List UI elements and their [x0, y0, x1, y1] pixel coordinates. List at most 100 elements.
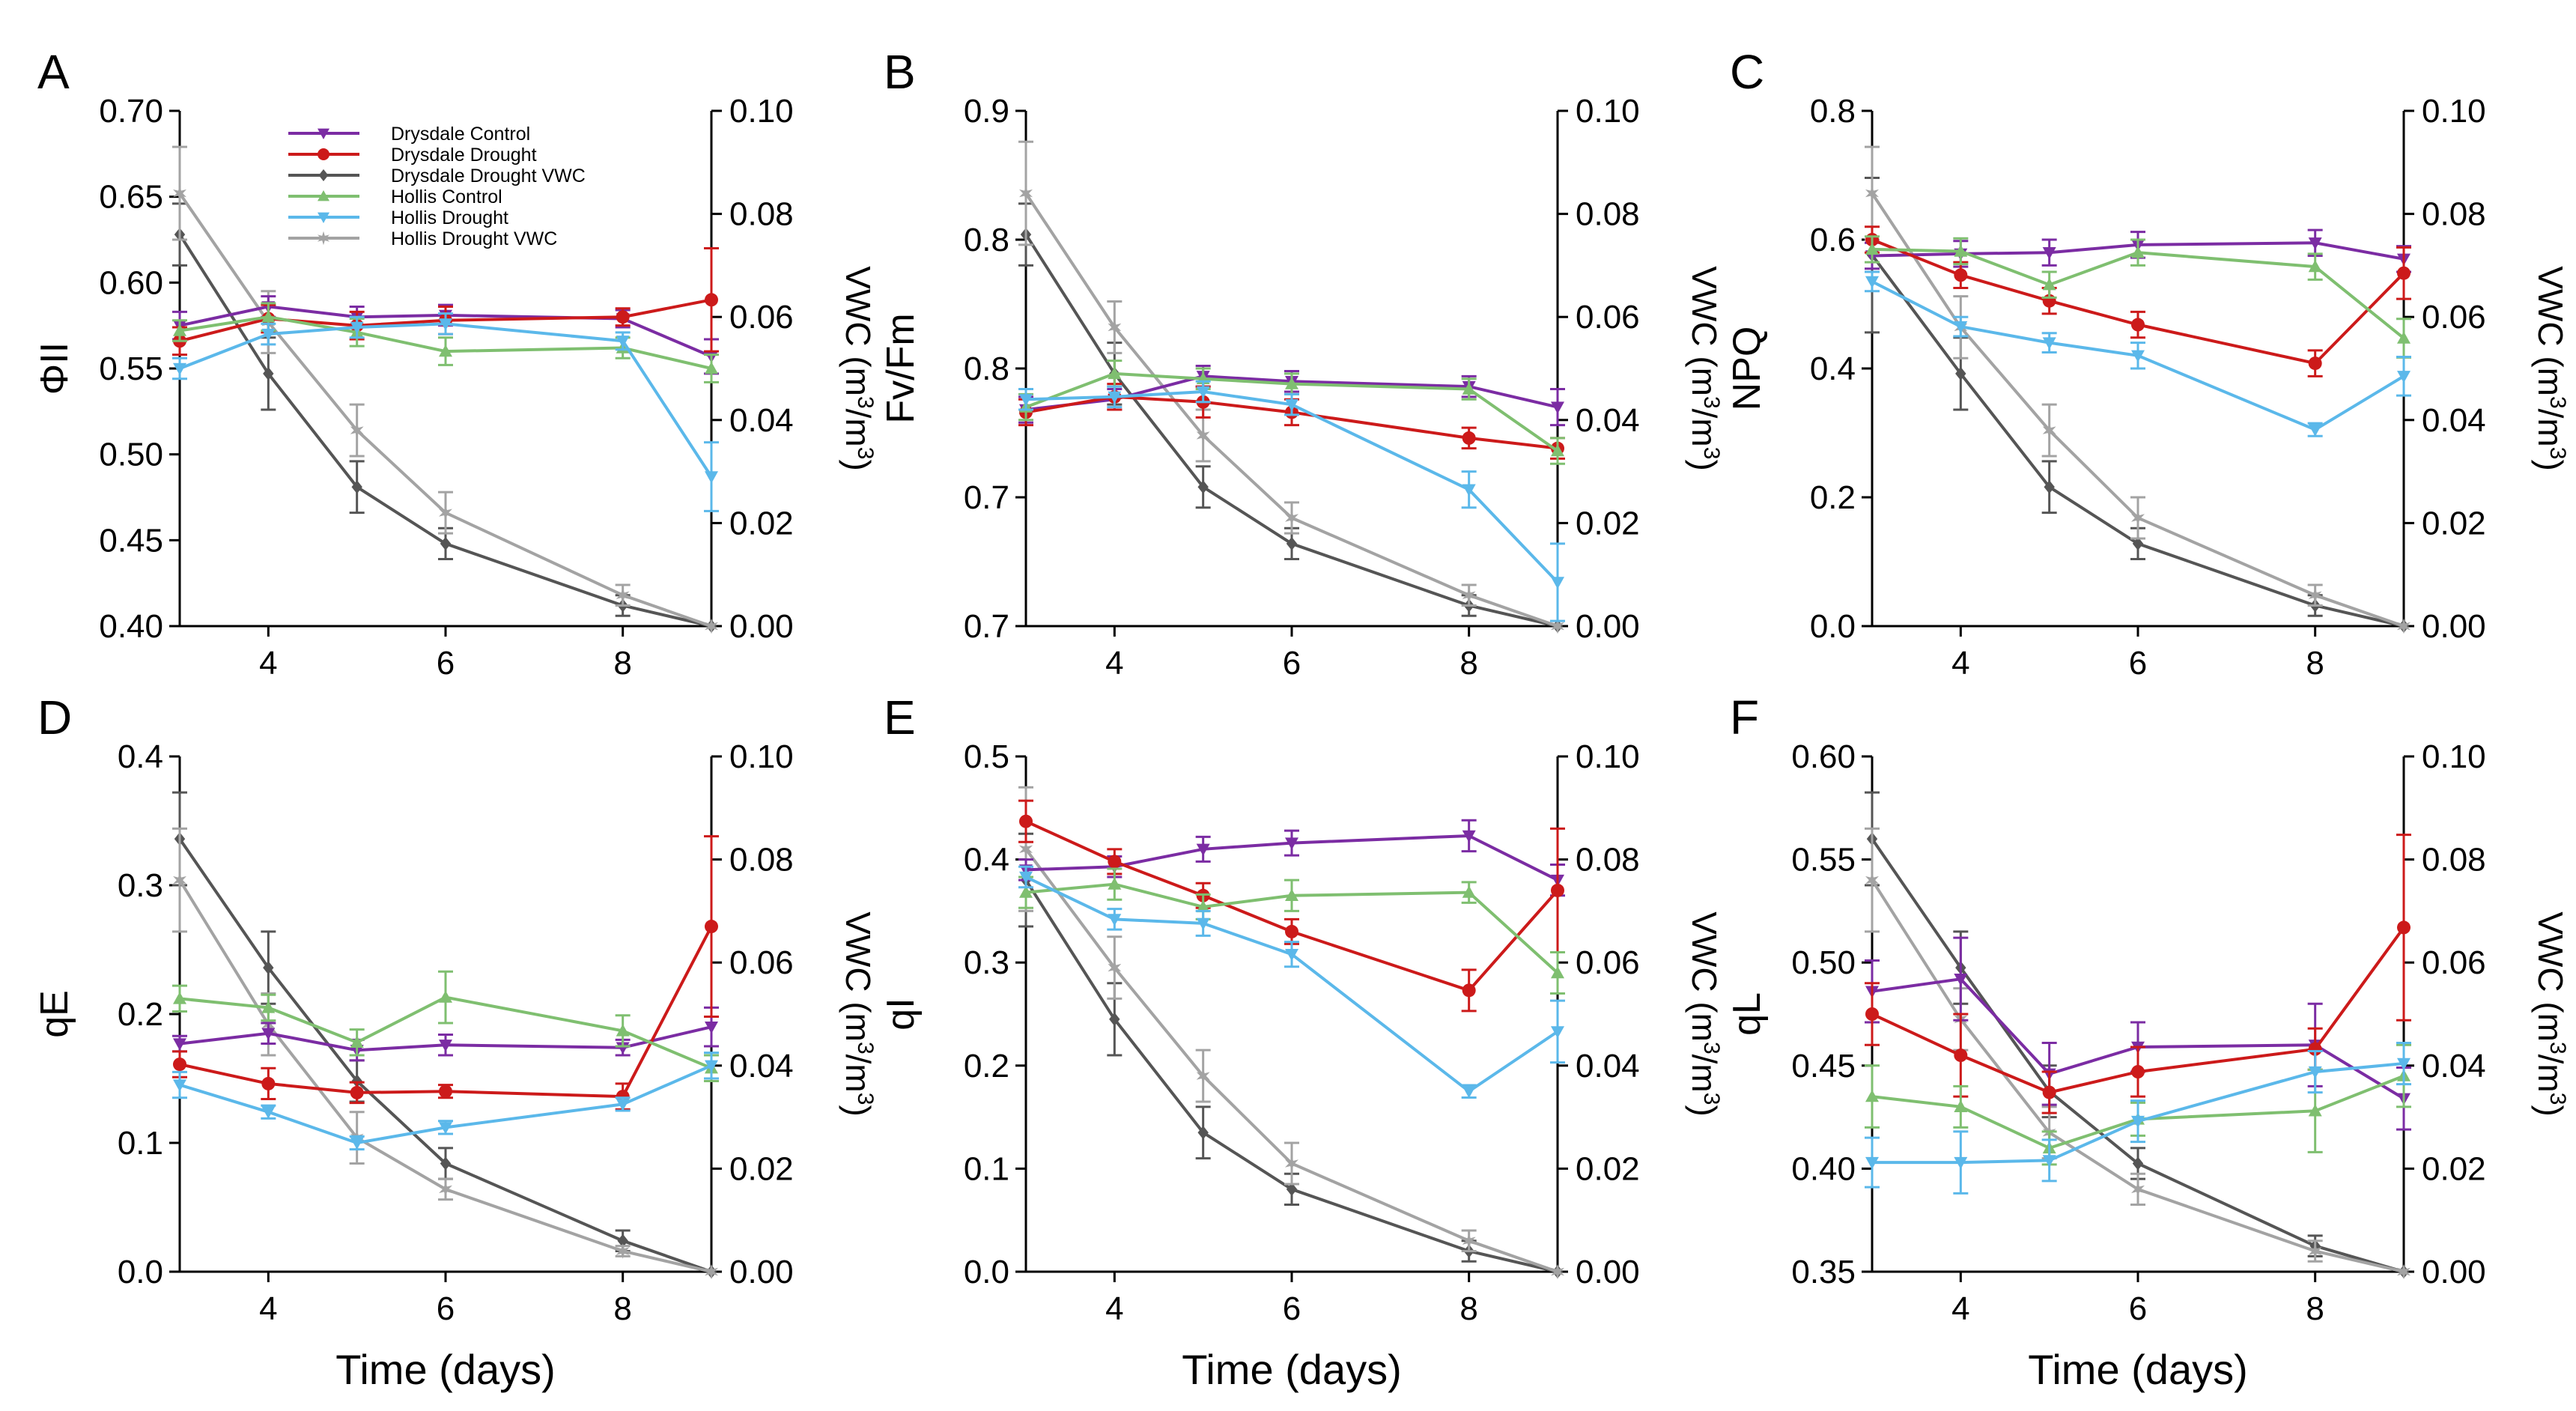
series-drysdale-drought [1018, 799, 1565, 1013]
data-point [173, 992, 186, 1004]
data-point [1462, 484, 1476, 497]
data-point [1197, 480, 1209, 494]
data-point [2308, 260, 2322, 273]
panel-letter: D [37, 691, 72, 744]
right-tick-label: 0.02 [729, 505, 794, 541]
data-point [1196, 899, 1210, 913]
data-point [2308, 237, 2322, 250]
right-tick-label: 0.08 [2422, 842, 2486, 879]
data-point [2397, 920, 2411, 935]
data-point [1954, 321, 1968, 334]
y2-axis-label: VWC (m3/m3) [1685, 266, 1725, 471]
data-point [2308, 1066, 2322, 1079]
right-tick-label: 0.00 [2422, 1254, 2486, 1290]
right-tick-label: 0.10 [729, 93, 794, 130]
data-point [2397, 1263, 2411, 1280]
x-tick-label: 8 [2306, 1290, 2324, 1327]
x-tick-label: 4 [259, 1290, 277, 1327]
x-axis-label: Time (days) [2028, 1346, 2248, 1393]
data-point [439, 505, 452, 521]
data-point [2042, 1155, 2056, 1168]
data-point [1954, 1049, 1968, 1063]
data-point [1551, 577, 1564, 589]
data-point [2397, 1058, 2411, 1070]
right-tick-label: 0.10 [1576, 738, 1640, 775]
right-tick-label: 0.04 [1576, 1048, 1640, 1084]
data-point [1196, 428, 1210, 443]
legend-label: Drysdale Drought VWC [391, 166, 586, 186]
right-tick-label: 0.08 [1576, 196, 1640, 233]
right-tick-label: 0.00 [729, 1254, 794, 1290]
data-point [263, 961, 274, 975]
y-axis-label: qL [1725, 992, 1769, 1036]
series-line [1871, 238, 2405, 365]
data-point [1865, 185, 1879, 201]
panel-A: A 0.40 0.45 0.50 0.55 0.60 0.65 0.70 ΦII 0.00 0.02… [33, 45, 878, 682]
series-hollis-drought-vwc [1865, 145, 2411, 634]
data-point [1196, 843, 1210, 856]
data-point [439, 318, 452, 331]
data-point [1019, 394, 1033, 407]
data-point [440, 536, 452, 550]
right-tick-label: 0.08 [1576, 842, 1640, 879]
data-point [2131, 1065, 2145, 1079]
right-tick-label: 0.02 [2422, 505, 2486, 541]
x-tick-label: 4 [1105, 645, 1123, 682]
x-tick-label: 8 [1459, 1290, 1477, 1327]
x-tick-label: 6 [1283, 1290, 1301, 1327]
data-point [261, 1106, 276, 1119]
panel-D: D 0.0 0.1 0.2 0.3 0.4 qE 0.00 0.02 0.04 0.06 0.08 0.… [33, 691, 878, 1393]
data-point [1285, 510, 1298, 526]
data-point [2042, 337, 2056, 350]
data-point [1196, 1068, 1210, 1084]
left-tick-label: 0.7 [964, 608, 1009, 645]
left-tick-label: 0.8 [1810, 93, 1856, 130]
data-point [1019, 841, 1033, 858]
data-point [351, 1074, 362, 1088]
data-point [173, 185, 186, 201]
data-point [1019, 185, 1033, 201]
data-point [1285, 949, 1298, 962]
data-point [1551, 618, 1564, 634]
data-point [1954, 1099, 1968, 1112]
data-point [1462, 1233, 1476, 1249]
data-point [616, 336, 630, 348]
series-line [1871, 837, 2405, 1273]
panel-letter: F [1730, 691, 1759, 744]
data-point [1019, 885, 1033, 898]
left-tick-label: 0.1 [118, 1125, 163, 1162]
x-tick-label: 6 [2129, 1290, 2147, 1327]
data-point [261, 328, 276, 342]
panel-letter: A [37, 45, 70, 99]
legend-label: Hollis Drought VWC [391, 228, 557, 249]
data-point [705, 1263, 718, 1280]
series-line [1024, 879, 1558, 1273]
legend-marker [318, 148, 329, 160]
data-point [173, 324, 186, 336]
data-point [2131, 246, 2145, 258]
y-axis-label: NPQ [1725, 327, 1769, 411]
data-point [1865, 1007, 1879, 1021]
right-tick-label: 0.06 [2422, 944, 2486, 981]
left-tick-label: 0.4 [964, 842, 1009, 879]
data-point [2042, 422, 2056, 438]
legend-marker [318, 169, 329, 181]
right-tick-label: 0.06 [729, 299, 794, 336]
left-tick-label: 0.5 [964, 738, 1009, 775]
series-hollis-drought-vwc [1018, 786, 1564, 1280]
right-tick-label: 0.02 [1576, 1150, 1640, 1187]
data-point [173, 872, 186, 888]
series-line [1025, 374, 1558, 411]
data-point [1197, 1126, 1209, 1140]
data-point [616, 587, 630, 604]
data-point [2308, 356, 2322, 371]
data-point [2131, 318, 2145, 332]
data-point [1108, 391, 1122, 404]
data-point [1865, 276, 1879, 288]
series-line [1871, 926, 2405, 1094]
data-point [2308, 1243, 2322, 1259]
series-line [178, 192, 712, 628]
legend-marker [318, 190, 329, 201]
data-point [1954, 244, 1968, 257]
data-point [439, 1122, 452, 1135]
